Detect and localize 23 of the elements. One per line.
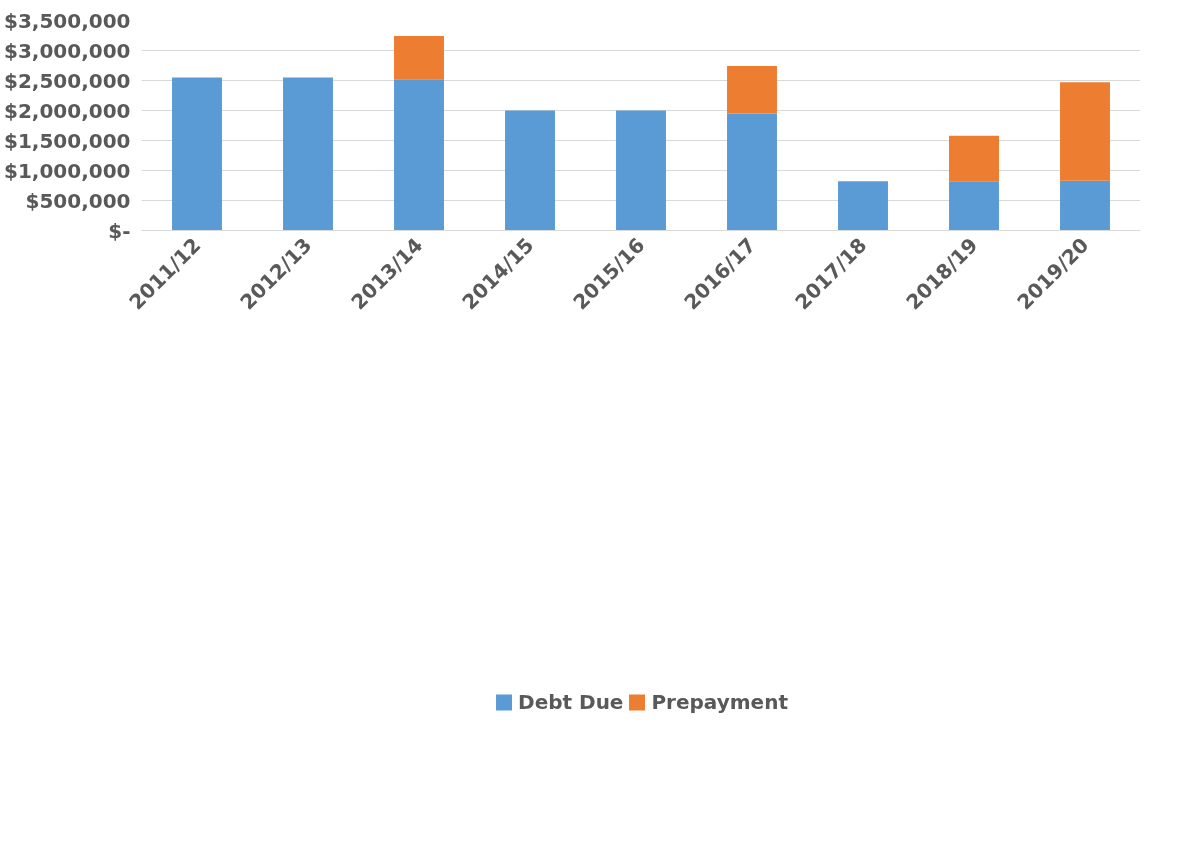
bar (505, 110, 555, 231)
bar (727, 66, 777, 114)
bar (1060, 82, 1110, 181)
bar (949, 181, 999, 231)
legend-label: Prepayment (651, 689, 788, 714)
y-tick-label: $- (108, 218, 131, 243)
y-tick-label: $1,000,000 (3, 158, 131, 183)
bar (616, 110, 666, 231)
y-tick-label: $1,500,000 (3, 128, 131, 153)
bar (394, 79, 444, 231)
bar (727, 113, 777, 231)
legend-label: Debt Due (518, 689, 624, 714)
bar (949, 135, 999, 182)
bar (394, 36, 444, 80)
y-tick-label: $2,500,000 (3, 68, 131, 93)
y-tick-label: $2,000,000 (3, 98, 131, 123)
bar (838, 181, 888, 231)
bar (283, 77, 333, 231)
bar (172, 77, 222, 231)
y-tick-label: $3,000,000 (3, 38, 131, 63)
bar (1060, 180, 1110, 231)
y-tick-label: $500,000 (25, 188, 131, 213)
y-tick-label: $3,500,000 (3, 8, 131, 33)
